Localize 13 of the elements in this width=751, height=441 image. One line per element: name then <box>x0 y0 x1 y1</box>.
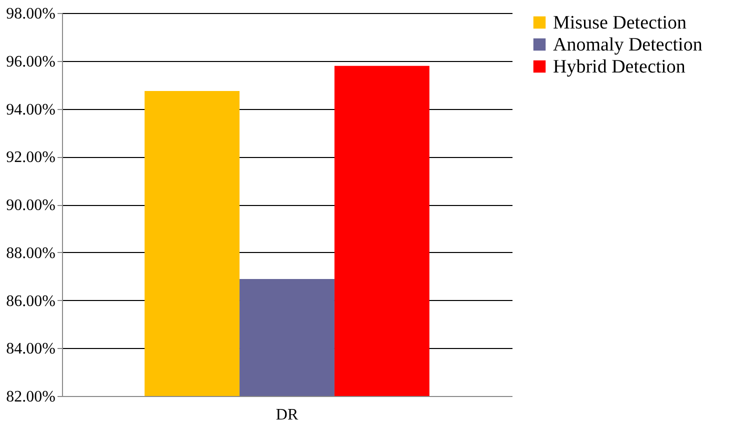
y-tick-label: 84.00% <box>6 340 56 358</box>
y-tick-label: 86.00% <box>6 292 56 310</box>
x-tick-label: DR <box>276 406 298 424</box>
y-tick-label: 94.00% <box>6 101 56 118</box>
y-tick-label: 98.00% <box>6 6 56 22</box>
legend-label: Anomaly Detection <box>553 34 703 56</box>
legend-label: Hybrid Detection <box>553 56 686 78</box>
y-tick-label: 82.00% <box>6 388 56 406</box>
y-tick-label: 90.00% <box>6 197 56 214</box>
y-tick-label: 92.00% <box>6 149 56 166</box>
y-tick-label: 96.00% <box>6 53 56 70</box>
y-tick-label: 88.00% <box>6 244 56 262</box>
legend-label: Misuse Detection <box>553 12 687 34</box>
